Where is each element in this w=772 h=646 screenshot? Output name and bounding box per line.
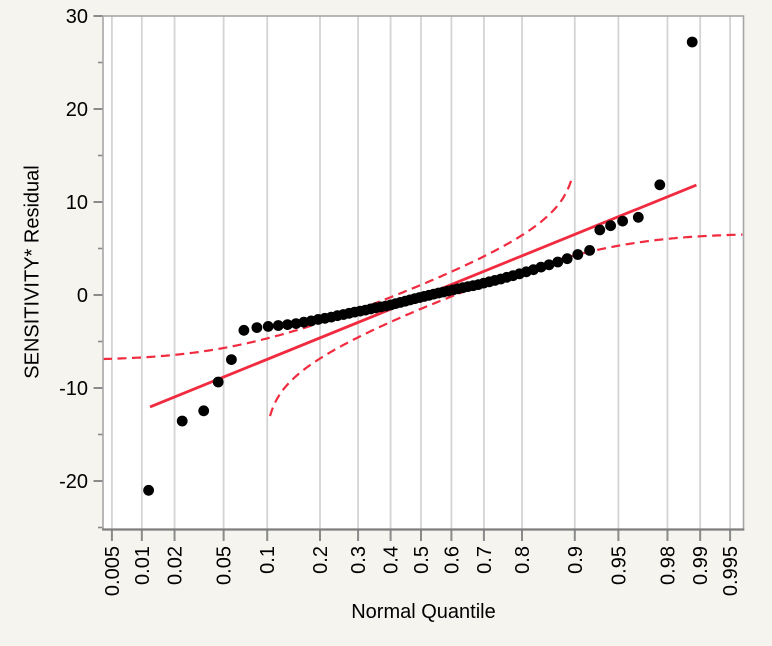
data-point[interactable] (632, 211, 644, 223)
x-tick-label: 0.4 (381, 546, 403, 574)
y-tick-label: -10 (59, 378, 88, 400)
x-tick-label: 0.3 (348, 546, 370, 574)
x-tick-label: 0.7 (474, 546, 496, 574)
data-point[interactable] (572, 249, 584, 260)
y-tick-label: 0 (77, 285, 88, 307)
data-point[interactable] (143, 484, 155, 496)
x-tick-label: 0.9 (565, 546, 587, 574)
x-tick-label: 0.98 (657, 546, 679, 585)
data-point[interactable] (686, 36, 698, 48)
data-point[interactable] (654, 179, 666, 191)
data-point[interactable] (176, 415, 188, 427)
x-tick-label: 0.995 (720, 546, 742, 596)
plot-area (103, 16, 744, 530)
data-point[interactable] (552, 256, 564, 268)
data-point[interactable] (617, 215, 628, 227)
x-tick-label: 0.8 (512, 546, 534, 574)
data-point[interactable] (262, 321, 274, 332)
x-tick-label: 0.99 (690, 546, 712, 585)
y-tick-label: 30 (66, 6, 88, 28)
data-point[interactable] (561, 253, 573, 265)
data-point[interactable] (594, 224, 606, 236)
data-point[interactable] (251, 322, 263, 333)
x-tick-label: 0.02 (165, 546, 187, 585)
x-tick-label: 0.6 (441, 546, 463, 574)
data-point[interactable] (212, 376, 224, 388)
data-point[interactable] (226, 354, 237, 365)
y-tick-label: 10 (66, 192, 88, 214)
x-tick-label: 0.1 (257, 546, 279, 574)
data-point[interactable] (198, 405, 210, 417)
data-point[interactable] (543, 259, 555, 271)
data-point[interactable] (272, 320, 284, 331)
x-tick-label: 0.005 (102, 546, 124, 596)
x-tick-label: 0.05 (214, 546, 236, 585)
x-tick-label: 0.5 (411, 546, 433, 574)
x-tick-label: 0.95 (608, 546, 630, 585)
y-tick-label: 20 (66, 99, 88, 121)
data-point[interactable] (238, 324, 250, 336)
data-point[interactable] (282, 319, 293, 330)
y-axis-title: SENSITIVITY* Residual (21, 165, 44, 379)
data-point[interactable] (605, 220, 616, 232)
x-tick-label: 0.01 (132, 546, 154, 585)
x-axis-title: Normal Quantile (351, 601, 496, 623)
x-tick-label: 0.2 (310, 546, 332, 574)
y-tick-label: -20 (59, 471, 88, 493)
data-point[interactable] (584, 245, 595, 256)
